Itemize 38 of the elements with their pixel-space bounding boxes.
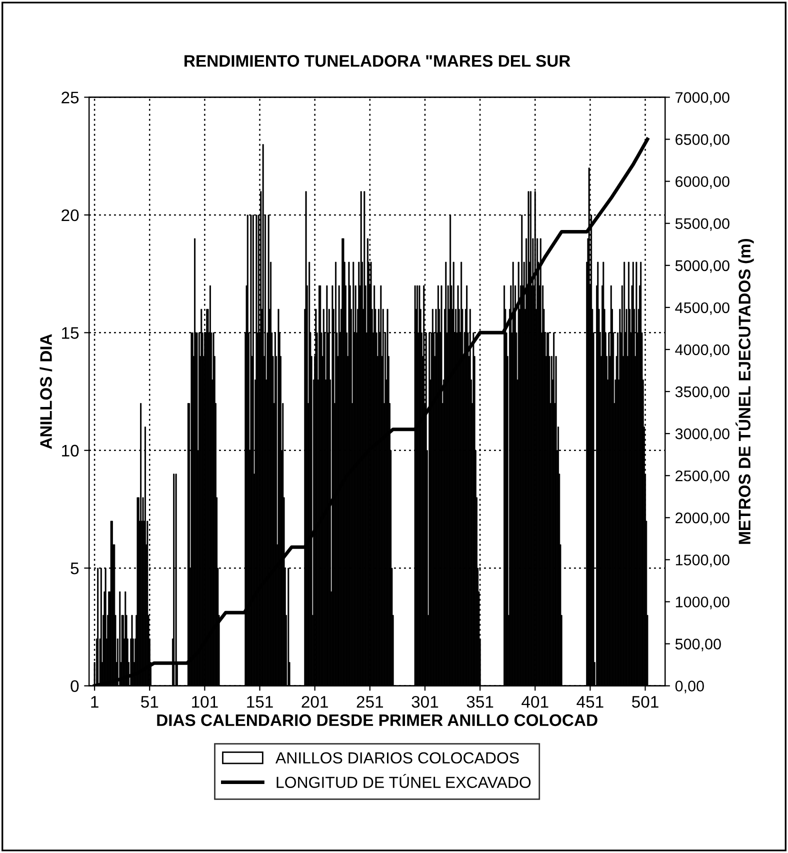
x-tick-label: 351 [466,696,494,708]
y-tick-label: 0 [70,680,79,692]
legend-label: ANILLOS DIARIOS COLOCADOS [275,752,519,764]
y2-tick-label: 500,00 [675,638,721,652]
y-axis-title: ANILLOS / DIA [40,334,52,449]
y2-tick-label: 5500,00 [675,218,730,231]
y-tick-label: 10 [62,444,79,457]
y-tick-label: 5 [70,562,79,574]
x-tick-label: 501 [632,696,658,708]
y2-tick-label: 4500,00 [675,302,730,315]
y2-tick-label: 1500,00 [676,554,730,568]
y2-tick-label: 2000,00 [676,512,730,526]
y2-tick-label: 0,00 [675,680,704,694]
x-tick-label: 401 [522,696,548,708]
y2-axis-title: METROS DE TÚNEL EJECUTADOS (m) [736,238,754,544]
y2-tick-label: 7000,00 [676,92,730,105]
y2-tick-label: 2500,00 [676,470,730,484]
y2-tick-label: 1000,00 [676,596,730,610]
y-tick-label: 15 [62,327,79,339]
y-tick-label: 20 [62,209,79,222]
x-tick-label: 301 [412,696,438,708]
x-tick-label: 251 [356,696,383,708]
x-tick-label: 101 [192,696,218,708]
x-tick-label: 51 [141,696,158,708]
x-tick-label: 451 [576,696,604,708]
x-tick-label: 201 [302,696,328,708]
x-tick-label: 1 [91,696,98,708]
y2-tick-label: 5000,00 [675,260,730,273]
y2-tick-label: 4000,00 [675,344,730,357]
y2-tick-label: 6000,00 [676,176,730,189]
y2-tick-label: 6500,00 [676,134,730,147]
x-axis-title: DIAS CALENDARIO DESDE PRIMER ANILLO COLOCAD [157,714,598,726]
y2-tick-label: 3000,00 [675,428,730,442]
chart-title: RENDIMIENTO TUNELADORA "MARES DEL SUR [184,55,570,67]
y2-tick-label: 3500,00 [675,386,730,400]
x-tick-label: 151 [247,696,273,708]
y-tick-label: 25 [62,92,79,104]
legend-label: LONGITUD DE TÚNEL EXCAVADO [276,774,531,788]
